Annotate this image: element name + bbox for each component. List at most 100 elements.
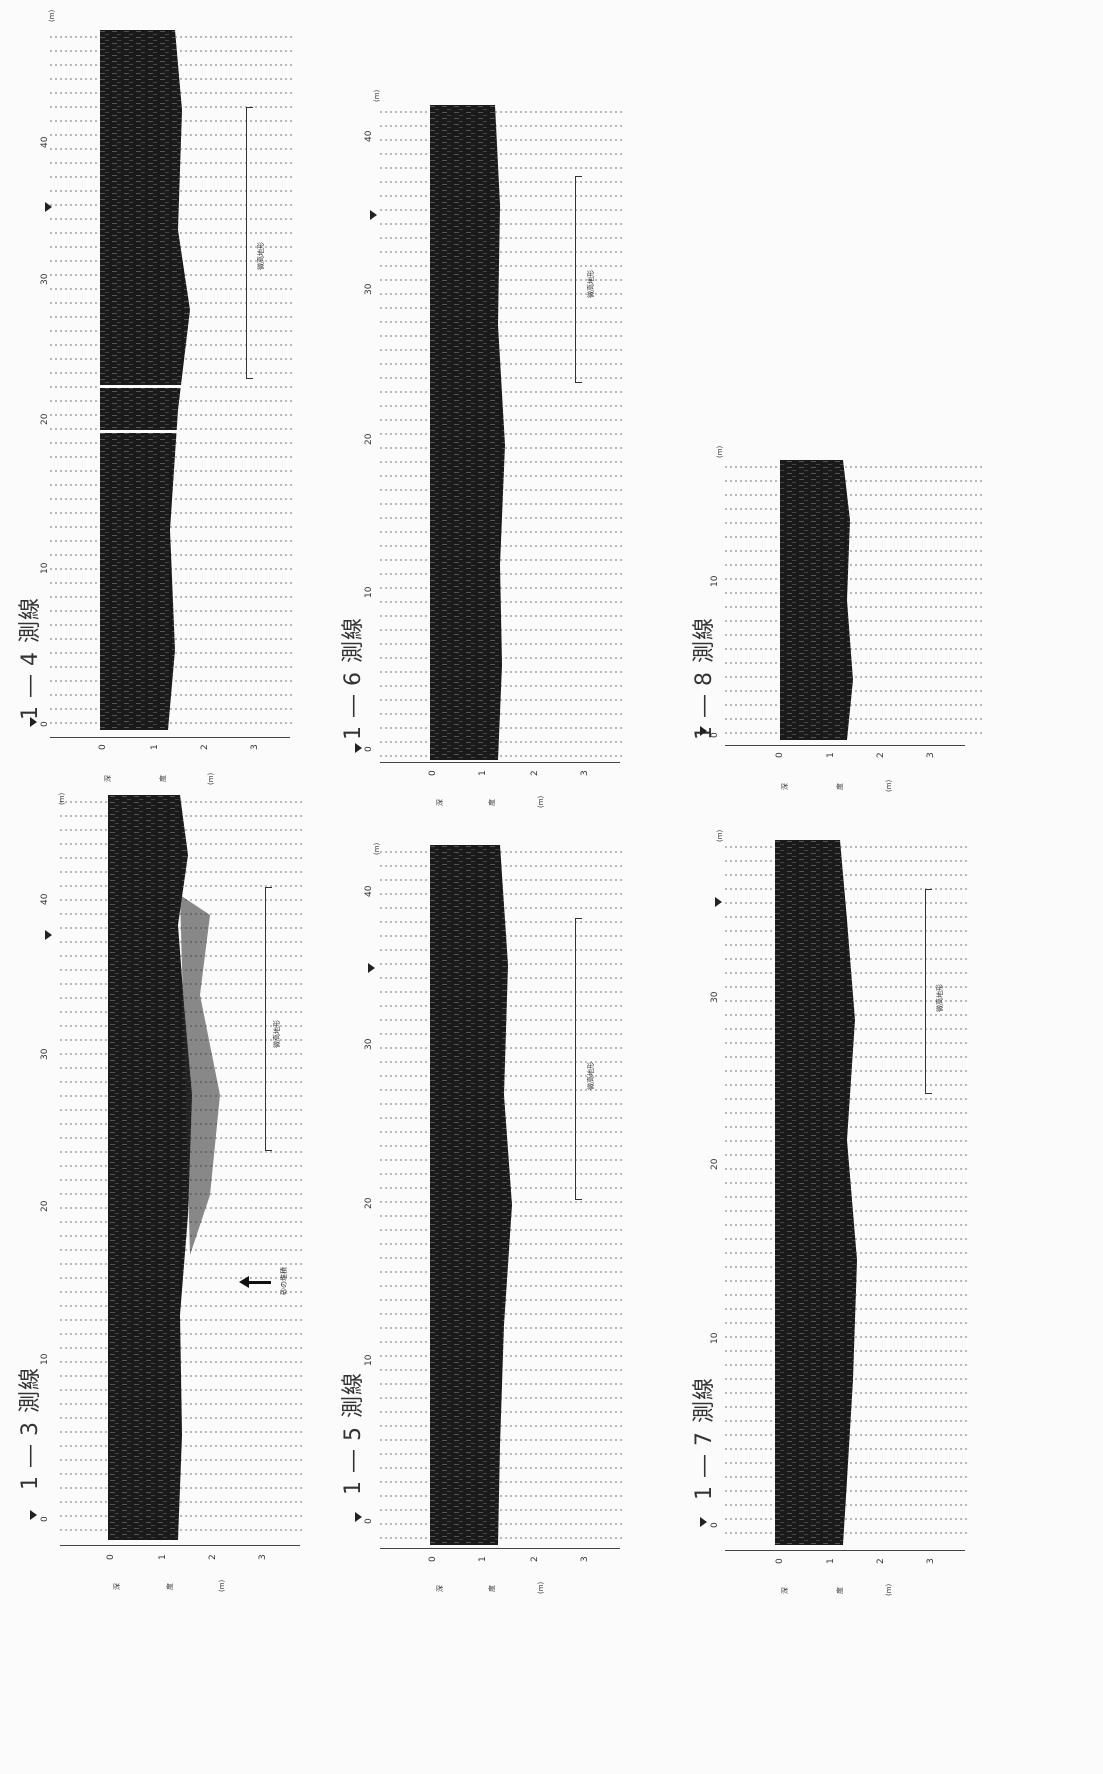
distance-tick: 10 [40, 562, 50, 574]
panel-title: 1 ― 7 測線 [692, 1377, 717, 1500]
radar-profile-svg [725, 460, 985, 740]
distance-tick: 30 [40, 273, 50, 285]
depth-tick: 0 [106, 1554, 116, 1560]
depth-tick: 1 [150, 744, 160, 750]
start-marker-icon [700, 1517, 707, 1527]
marker-icon [45, 202, 52, 212]
marker-icon [45, 930, 52, 940]
distance-tick: 40 [364, 885, 374, 897]
annotation-label: 砂の堆積 [280, 1267, 288, 1295]
distance-tick: 30 [364, 1038, 374, 1050]
depth-label: 深 [781, 1587, 789, 1594]
distance-tick: 10 [40, 1353, 50, 1365]
annotation-label: 微高地形 [936, 984, 944, 1012]
radar-profile-image [50, 30, 295, 730]
distance-tick: 40 [364, 130, 374, 142]
depth-tick: 1 [158, 1554, 168, 1560]
start-marker-icon [30, 717, 37, 727]
annotation-label: 微高地形 [273, 1020, 281, 1048]
distance-unit: (m) [373, 89, 381, 102]
depth-tick: 1 [478, 770, 488, 776]
bracket [246, 107, 253, 379]
marker-icon [368, 963, 375, 973]
depth-tick: 1 [826, 752, 836, 758]
distance-tick: 40 [40, 136, 50, 148]
annotation-label: 微高地形 [257, 242, 265, 270]
depth-tick: 3 [250, 744, 260, 750]
marker-icon [370, 210, 377, 220]
distance-tick: 20 [710, 1158, 720, 1170]
depth-tick: 0 [775, 752, 785, 758]
panel-title: 1 ― 8 測線 [692, 617, 717, 740]
depth-tick: 3 [580, 1556, 590, 1562]
distance-tick: 10 [710, 575, 720, 587]
distance-tick: 0 [40, 721, 50, 727]
distance-tick: 30 [364, 283, 374, 295]
depth-tick: 0 [775, 1558, 785, 1564]
distance-tick: 20 [364, 433, 374, 445]
depth-label: 深 [781, 783, 789, 790]
distance-tick: 30 [710, 991, 720, 1003]
depth-label: 深 [436, 1585, 444, 1592]
depth-label: (m) [885, 1583, 893, 1596]
distance-tick: 10 [710, 1332, 720, 1344]
start-marker-icon [700, 726, 707, 736]
depth-tick: 2 [876, 1558, 886, 1564]
distance-tick: 20 [40, 1200, 50, 1212]
depth-label: 度 [488, 1585, 496, 1592]
annotation-label: 微高地形 [587, 1062, 595, 1090]
depth-tick: 0 [428, 1556, 438, 1562]
depth-tick: 3 [258, 1554, 268, 1560]
marker-icon [715, 897, 722, 907]
depth-axis [725, 745, 965, 746]
radar-profile-image [60, 795, 305, 1540]
distance-tick: 40 [40, 893, 50, 905]
start-marker-icon [355, 1512, 362, 1522]
distance-unit: (m) [58, 792, 66, 805]
depth-axis [725, 1550, 965, 1551]
distance-tick: 0 [710, 1522, 720, 1528]
distance-tick: 10 [364, 586, 374, 598]
depth-tick: 2 [208, 1554, 218, 1560]
bracket [265, 887, 272, 1151]
radar-profile-svg [60, 795, 305, 1540]
bracket [575, 176, 582, 383]
radar-profile-svg [50, 30, 295, 730]
depth-tick: 3 [580, 770, 590, 776]
depth-label: (m) [885, 779, 893, 792]
depth-label: 深 [436, 799, 444, 806]
depth-label: 度 [836, 1587, 844, 1594]
depth-label: (m) [537, 1581, 545, 1594]
distance-tick: 20 [40, 413, 50, 425]
radar-profile-svg [380, 845, 625, 1545]
radar-profile-image [380, 105, 625, 760]
arrow-icon [239, 1276, 271, 1288]
depth-tick: 2 [200, 744, 210, 750]
depth-axis [50, 737, 290, 738]
distance-tick: 0 [364, 1518, 374, 1524]
depth-axis [380, 1548, 620, 1549]
depth-tick: 2 [530, 770, 540, 776]
panel-title: 1 ― 4 測線 [18, 597, 43, 720]
radar-profile-svg [380, 105, 625, 760]
start-marker-icon [355, 743, 362, 753]
depth-tick: 0 [98, 744, 108, 750]
distance-tick: 20 [364, 1197, 374, 1209]
bracket [925, 889, 932, 1094]
distance-tick: 0 [364, 746, 374, 752]
panel-title: 1 ― 5 測線 [341, 1372, 366, 1495]
depth-label: (m) [218, 1579, 226, 1592]
depth-label: 度 [836, 783, 844, 790]
distance-tick: 0 [710, 732, 720, 738]
depth-tick: 0 [428, 770, 438, 776]
radar-profile-svg [725, 840, 970, 1545]
depth-tick: 2 [876, 752, 886, 758]
depth-label: (m) [537, 795, 545, 808]
radar-profile-image [725, 840, 970, 1545]
depth-tick: 1 [826, 1558, 836, 1564]
depth-label: 深 [113, 1583, 121, 1590]
distance-unit: (m) [716, 829, 724, 842]
panel-title: 1 ― 6 測線 [341, 617, 366, 740]
distance-tick: 10 [364, 1354, 374, 1366]
